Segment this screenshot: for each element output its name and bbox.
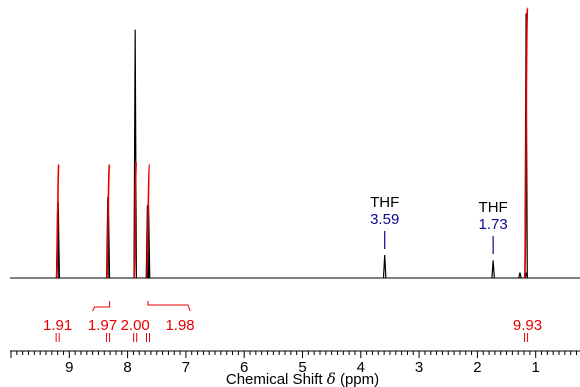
spectrum-peak-1.73 (491, 260, 495, 279)
integral-curves-layer (55, 7, 529, 279)
integration-bracket-1 (92, 301, 111, 312)
integration-labels-layer: 1.91 1.97 2.00 1.98 9.93 (43, 301, 542, 342)
solvent-label: THF (479, 199, 508, 216)
x-axis: 9876543210 (10, 350, 580, 376)
x-tick-label: 5 (298, 359, 306, 376)
x-tick-label: 8 (123, 359, 131, 376)
integral-curve-1 (55, 163, 60, 279)
x-axis-title: Chemical Shift δ (ppm) (226, 370, 379, 387)
x-tick-label: 3 (415, 359, 423, 376)
integral-curve-4 (145, 163, 151, 279)
solvent-shift-value: 1.73 (479, 216, 508, 233)
x-axis-title-symbol: δ (327, 370, 336, 387)
x-axis-title-suffix: (ppm) (336, 371, 379, 387)
spectrum-peak-3.59 (382, 255, 387, 279)
integral-curve-2 (105, 163, 111, 279)
x-tick-label: 6 (240, 359, 248, 376)
integration-value: 1.98 (165, 317, 194, 334)
solvent-label: THF (370, 194, 399, 211)
x-tick-label: 7 (182, 359, 190, 376)
solvent-shift-value: 3.59 (370, 211, 399, 228)
integral-curve-3 (133, 161, 138, 279)
x-tick-label: 2 (473, 359, 481, 376)
x-tick-label: 1 (532, 359, 540, 376)
spectrum-layer (10, 13, 580, 279)
integration-value: 9.93 (513, 317, 542, 334)
spectrum-peak-1.27 (518, 272, 522, 279)
integration-value: 1.91 (43, 317, 72, 334)
integration-bracket-2 (147, 301, 191, 312)
x-tick-label: 4 (357, 359, 365, 376)
x-axis-title-prefix: Chemical Shift (226, 371, 327, 387)
x-tick-label: 9 (65, 359, 73, 376)
integration-value: 2.00 (121, 317, 150, 334)
integration-value: 1.97 (88, 317, 117, 334)
integral-curve-5 (523, 7, 529, 279)
